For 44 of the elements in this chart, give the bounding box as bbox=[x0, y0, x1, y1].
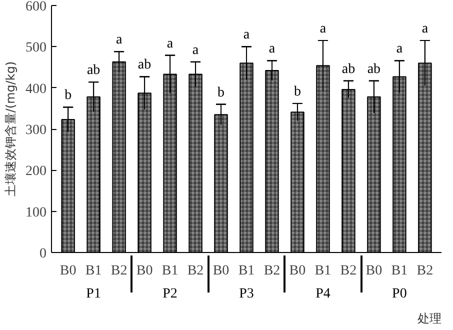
y-tick-label: 500 bbox=[26, 40, 46, 56]
x-tick-label: B2 bbox=[340, 264, 357, 278]
text: P4 bbox=[316, 286, 330, 302]
data-label: ab bbox=[86, 63, 100, 78]
data-label: a bbox=[422, 21, 429, 36]
y-tick-label: 0 bbox=[40, 246, 46, 262]
data-label: a bbox=[116, 32, 123, 48]
text: P0 bbox=[392, 286, 407, 302]
x-tick-label: B2 bbox=[110, 264, 128, 278]
data-label: a bbox=[192, 42, 200, 58]
y-axis-title: 土壤速效钾含量/(mg/kg) bbox=[4, 61, 18, 197]
data-label: a bbox=[268, 42, 276, 57]
data-label: a bbox=[396, 42, 404, 57]
y-tick-label: 400 bbox=[26, 82, 46, 97]
data-label: ab bbox=[342, 62, 356, 77]
x-tick-label: B2 bbox=[264, 264, 280, 278]
x-tick-label: B1 bbox=[314, 264, 332, 278]
data-label: ab bbox=[367, 62, 381, 77]
x-tick-label: B1 bbox=[85, 264, 102, 278]
x-tick-label: B0 bbox=[60, 264, 76, 278]
x-axis-title: 处理 bbox=[418, 312, 442, 326]
x-tick-label: B1 bbox=[391, 264, 408, 278]
x-tick-label: B1 bbox=[238, 264, 255, 278]
text: P2 bbox=[162, 286, 178, 302]
y-tick-label: 100 bbox=[26, 205, 46, 220]
data-label: a bbox=[320, 21, 327, 36]
y-tick-label: 600 bbox=[26, 0, 46, 14]
x-tick-label: B0 bbox=[366, 264, 382, 278]
x-tick-label: B2 bbox=[416, 264, 434, 278]
data-label: ab bbox=[138, 58, 152, 73]
x-tick-label: B0 bbox=[212, 264, 230, 278]
x-tick-label: B0 bbox=[289, 264, 306, 278]
text: P1 bbox=[86, 286, 101, 302]
y-tick-label: 300 bbox=[26, 123, 46, 138]
data-label: b bbox=[294, 84, 301, 100]
data-label: a bbox=[243, 28, 250, 43]
text: P3 bbox=[239, 286, 254, 302]
y-tick-label: 200 bbox=[26, 164, 46, 180]
data-label: b bbox=[64, 88, 72, 104]
data-label: a bbox=[166, 36, 174, 52]
x-tick-label: B0 bbox=[136, 264, 153, 278]
x-tick-label: B1 bbox=[162, 264, 178, 278]
x-tick-label: B2 bbox=[187, 264, 204, 278]
data-label: b bbox=[218, 85, 225, 100]
